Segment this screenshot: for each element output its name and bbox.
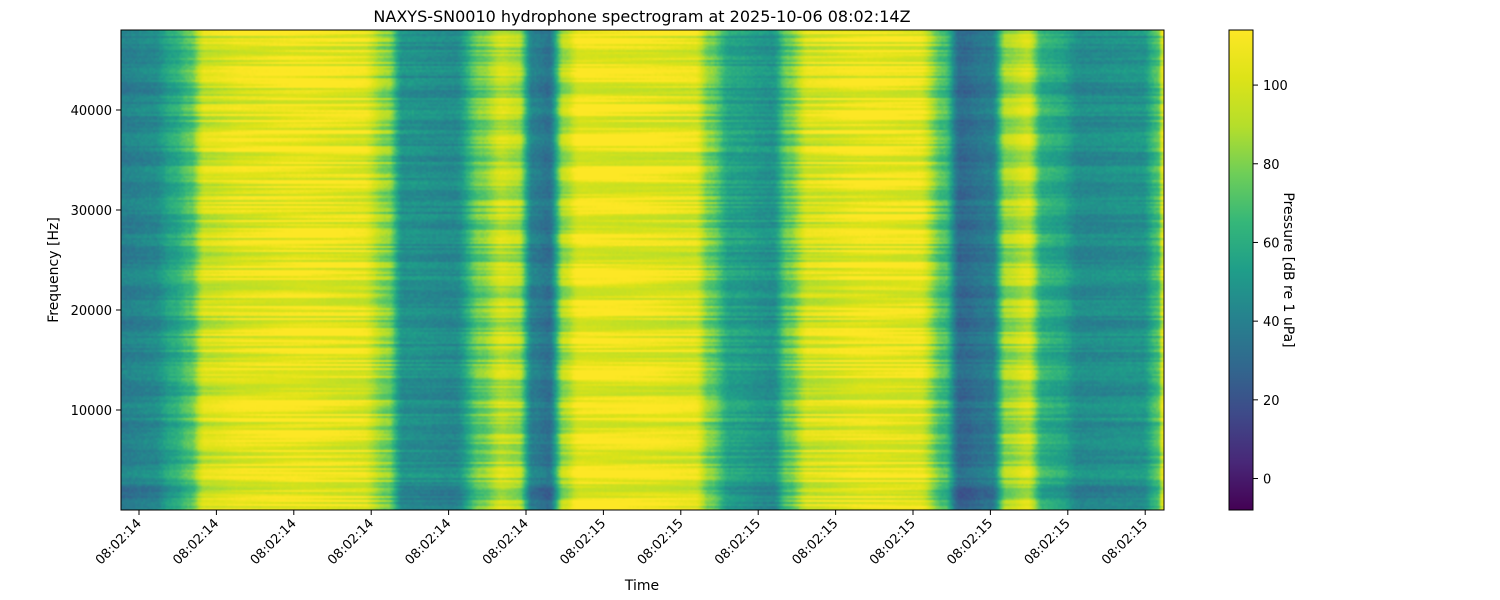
y-axis-label: Frequency [Hz] (46, 217, 62, 323)
colorbar-tick-label: 0 (1263, 473, 1271, 488)
x-tick-label: 08:02:15 (1099, 516, 1151, 568)
colorbar-tick-label: 20 (1263, 394, 1280, 409)
y-tick-label: 10000 (71, 404, 112, 419)
colorbar-ticks: 0 20 40 60 80 100 (1253, 79, 1288, 488)
x-tick-label: 08:02:14 (403, 516, 455, 568)
x-tick-label: 08:02:15 (557, 516, 609, 568)
colorbar-bar (1228, 29, 1254, 511)
x-tick-label: 08:02:15 (635, 516, 687, 568)
spectrogram-heatmap (121, 30, 1164, 510)
x-tick-label: 08:02:15 (867, 516, 919, 568)
x-axis-label: Time (624, 578, 659, 594)
colorbar-tick-label: 40 (1263, 315, 1280, 330)
chart-title: NAXYS-SN0010 hydrophone spectrogram at 2… (373, 7, 910, 26)
y-axis: 10000 20000 30000 40000 (71, 104, 121, 419)
colorbar-tick-label: 60 (1263, 236, 1280, 251)
x-tick-label: 08:02:15 (790, 516, 842, 568)
plot-frame (120, 29, 1165, 511)
plot-area (120, 29, 1165, 511)
colorbar-tick-label: 80 (1263, 158, 1280, 173)
x-tick-label: 08:02:14 (93, 516, 145, 568)
x-tick-label: 08:02:14 (480, 516, 532, 568)
colorbar-tick-label: 100 (1263, 79, 1288, 94)
x-tick-label: 08:02:14 (248, 516, 300, 568)
y-tick-label: 30000 (71, 204, 112, 219)
y-tick-label: 20000 (71, 304, 112, 319)
x-tick-label: 08:02:15 (944, 516, 996, 568)
colorbar: 0 20 40 60 80 100 Pressure [dB re 1 uPa] (1228, 29, 1296, 511)
x-tick-label: 08:02:14 (325, 516, 377, 568)
x-tick-label: 08:02:14 (170, 516, 222, 568)
x-tick-label: 08:02:15 (1022, 516, 1074, 568)
y-tick-label: 40000 (71, 104, 112, 119)
colorbar-label: Pressure [dB re 1 uPa] (1280, 192, 1296, 347)
x-tick-label: 08:02:15 (712, 516, 764, 568)
x-axis: 08:02:14 08:02:14 08:02:14 08:02:14 08:02:14… (93, 510, 1151, 568)
